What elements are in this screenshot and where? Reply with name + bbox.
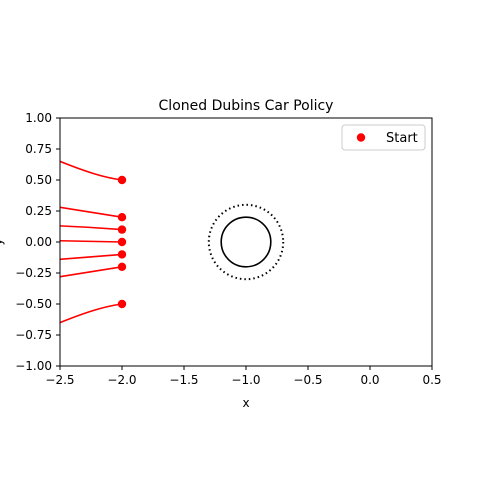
trajectory-line-1 — [60, 160, 123, 181]
safety-boundary-circle — [207, 203, 285, 281]
x-tick-label: 0.5 — [422, 373, 441, 387]
trajectory-line-6 — [60, 266, 123, 278]
legend: Start — [341, 124, 426, 151]
x-tick-label: −2.5 — [45, 373, 74, 387]
legend-label: Start — [386, 131, 418, 146]
y-tick-label: −1.00 — [15, 359, 52, 373]
y-axis-label: y — [0, 238, 5, 245]
trajectory-line-2 — [60, 206, 123, 218]
start-point-3 — [117, 225, 127, 234]
x-tick-label: −2.0 — [107, 373, 136, 387]
y-tick-label: −0.75 — [15, 328, 52, 342]
start-point-5 — [117, 250, 127, 259]
y-tick-label: 0.75 — [25, 142, 52, 156]
y-tick-label: 0.50 — [25, 173, 52, 187]
trajectory-line-3 — [60, 225, 123, 231]
y-axis: 1.00 0.75 0.50 0.25 0.00 −0.25 −0.50 −0.75 −1.00 — [15, 111, 60, 373]
start-point-2 — [117, 213, 127, 222]
legend-marker — [356, 133, 366, 142]
start-point-6 — [117, 262, 127, 271]
y-tick-label: 0.00 — [25, 235, 52, 249]
x-tick-label: −1.0 — [231, 373, 260, 387]
chart-title: Cloned Dubins Car Policy — [159, 98, 334, 114]
x-axis-label: x — [242, 396, 249, 410]
y-tick-label: 0.25 — [25, 204, 52, 218]
trajectory-line-4 — [60, 239, 123, 243]
y-tick-label: −0.50 — [15, 297, 52, 311]
x-tick-label: −0.5 — [293, 373, 322, 387]
trajectory-line-5 — [60, 253, 123, 261]
trajectory-line-7 — [60, 303, 123, 324]
x-tick-label: 0.0 — [360, 373, 379, 387]
plot-area — [59, 117, 433, 367]
trajectories — [60, 160, 123, 324]
start-point-7 — [117, 299, 127, 309]
x-axis: −2.5 −2.0 −1.5 −1.0 −0.5 0.0 0.5 — [45, 366, 442, 387]
y-tick-label: −0.25 — [15, 266, 52, 280]
legend-box — [341, 124, 426, 151]
start-point-4 — [117, 237, 127, 247]
x-tick-label: −1.5 — [169, 373, 198, 387]
obstacle-circle — [220, 216, 272, 268]
start-point-1 — [117, 175, 127, 185]
y-tick-label: 1.00 — [25, 111, 52, 125]
